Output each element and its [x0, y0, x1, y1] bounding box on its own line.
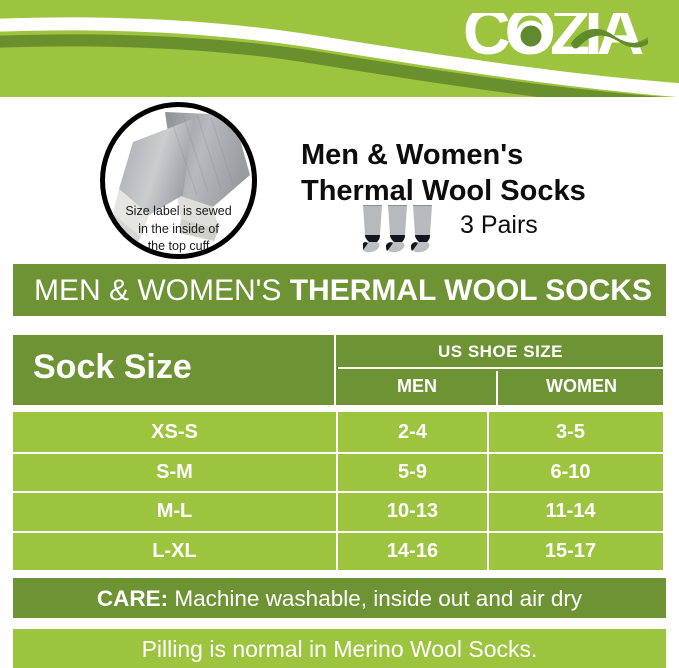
svg-text:COZIA: COZIA [463, 13, 643, 68]
